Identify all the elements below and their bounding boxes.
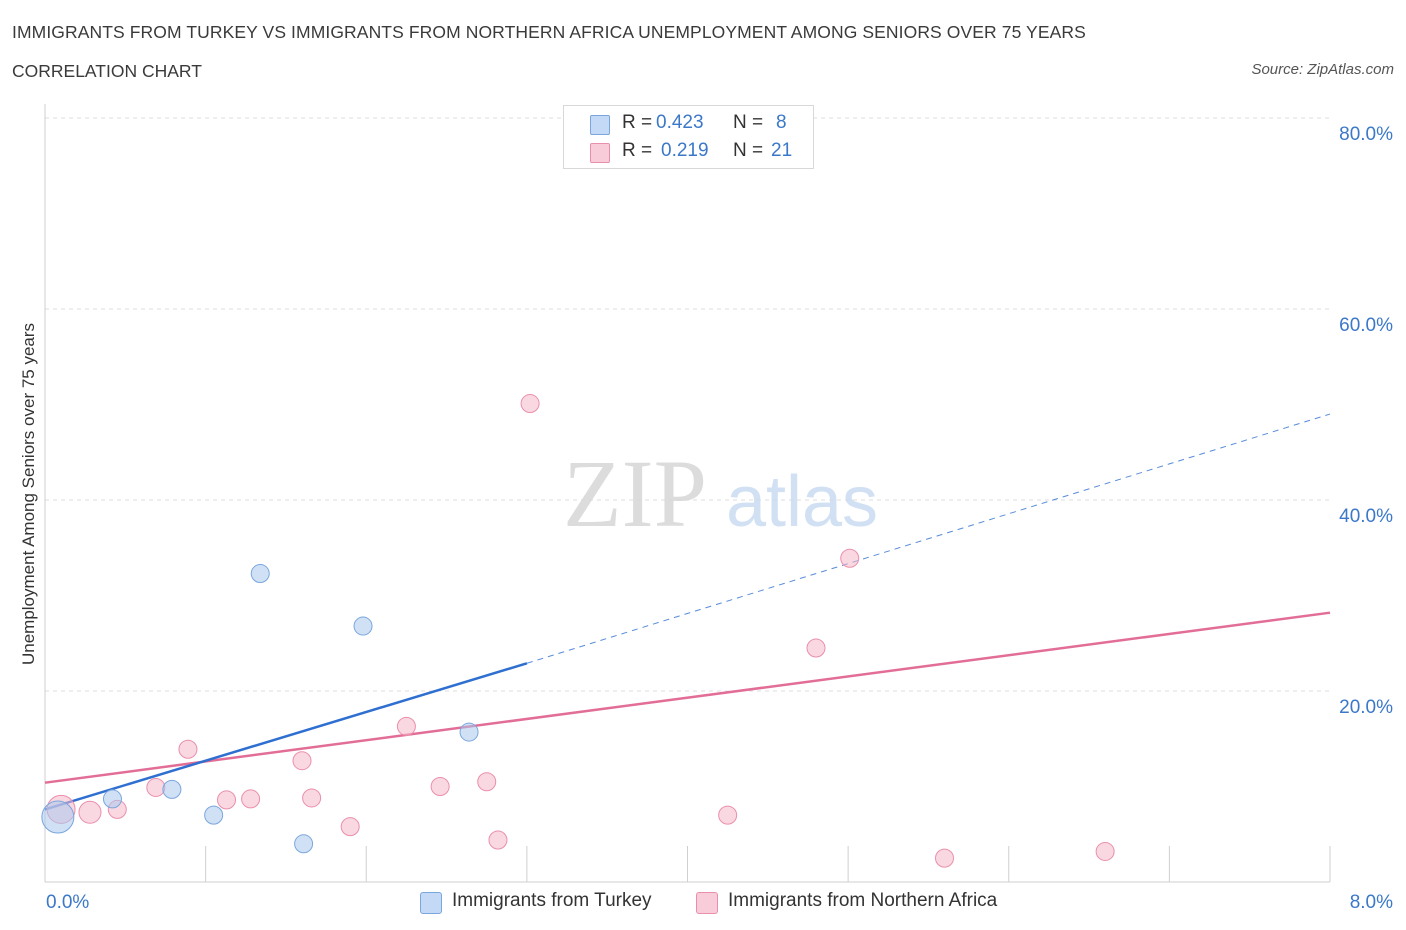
legend-n-label: N = [733, 140, 764, 161]
y-tick-label: 20.0% [1339, 697, 1393, 718]
watermark: ZIP atlas [563, 440, 878, 547]
watermark-zip: ZIP [563, 440, 707, 547]
point-northern-africa [477, 772, 497, 792]
point-turkey [459, 722, 479, 742]
legend-n-label: N = [733, 112, 764, 133]
x-tick-label-max: 8.0% [1350, 892, 1393, 913]
chart-subtitle: CORRELATION CHART [12, 61, 202, 81]
point-northern-africa [302, 788, 322, 808]
legend-r-value: 0.423 [656, 112, 704, 133]
chart-title: IMMIGRANTS FROM TURKEY VS IMMIGRANTS FRO… [12, 22, 1086, 42]
trend-lines [44, 413, 1331, 811]
point-northern-africa [430, 777, 450, 796]
point-turkey [41, 800, 75, 834]
point-turkey [353, 616, 373, 636]
point-northern-africa [78, 800, 102, 824]
legend-r-label: R = [622, 112, 653, 133]
legend-r-label: R = [622, 140, 653, 161]
y-tick-label: 80.0% [1339, 124, 1393, 145]
trend-turkey-extrapolated [526, 413, 1331, 664]
correlation-legend: R = 0.423 N = 8 R = 0.219 N = 21 [563, 105, 814, 169]
point-northern-africa [1095, 841, 1115, 861]
point-northern-africa [935, 848, 954, 868]
trend-northern-africa [44, 611, 1331, 784]
bottom-legend-swatch-turkey [420, 892, 442, 914]
point-turkey [162, 779, 182, 799]
grid-lines [45, 117, 1330, 692]
point-northern-africa [488, 830, 508, 850]
point-northern-africa [840, 548, 860, 568]
watermark-atlas: atlas [726, 462, 878, 542]
point-northern-africa [340, 817, 360, 837]
point-northern-africa [146, 777, 166, 797]
point-turkey [204, 805, 224, 825]
point-turkey [294, 834, 314, 854]
legend-n-value: 8 [776, 112, 787, 133]
point-northern-africa [241, 789, 261, 809]
point-northern-africa [217, 790, 237, 810]
legend-n-value: 21 [771, 140, 793, 161]
legend-r-value: 0.219 [661, 140, 709, 161]
point-northern-africa [292, 751, 312, 771]
y-tick-label: 40.0% [1339, 506, 1393, 527]
legend-swatch-northern-africa [590, 143, 610, 163]
point-northern-africa [520, 394, 540, 414]
legend-swatch-turkey [590, 115, 610, 135]
x-tick-label-min: 0.0% [46, 892, 89, 913]
point-northern-africa [806, 638, 826, 658]
tick-labels: 20.0% 40.0% 60.0% 80.0% 0.0% 8.0% [46, 124, 1393, 913]
y-axis-label: Unemployment Among Seniors over 75 years [19, 323, 38, 665]
trend-turkey [44, 662, 528, 811]
y-tick-label: 60.0% [1339, 315, 1393, 336]
point-turkey [102, 789, 122, 809]
point-northern-africa [178, 739, 198, 759]
point-turkey [250, 564, 270, 584]
point-northern-africa [718, 805, 738, 825]
bottom-legend-label-northern-africa: Immigrants from Northern Africa [728, 890, 998, 911]
axes [44, 104, 1331, 883]
source-credit: Source: ZipAtlas.com [1251, 61, 1394, 78]
bottom-legend-swatch-northern-africa [696, 892, 718, 914]
bottom-legend-label-turkey: Immigrants from Turkey [452, 890, 652, 911]
data-points [41, 394, 1115, 868]
point-northern-africa [396, 716, 416, 736]
